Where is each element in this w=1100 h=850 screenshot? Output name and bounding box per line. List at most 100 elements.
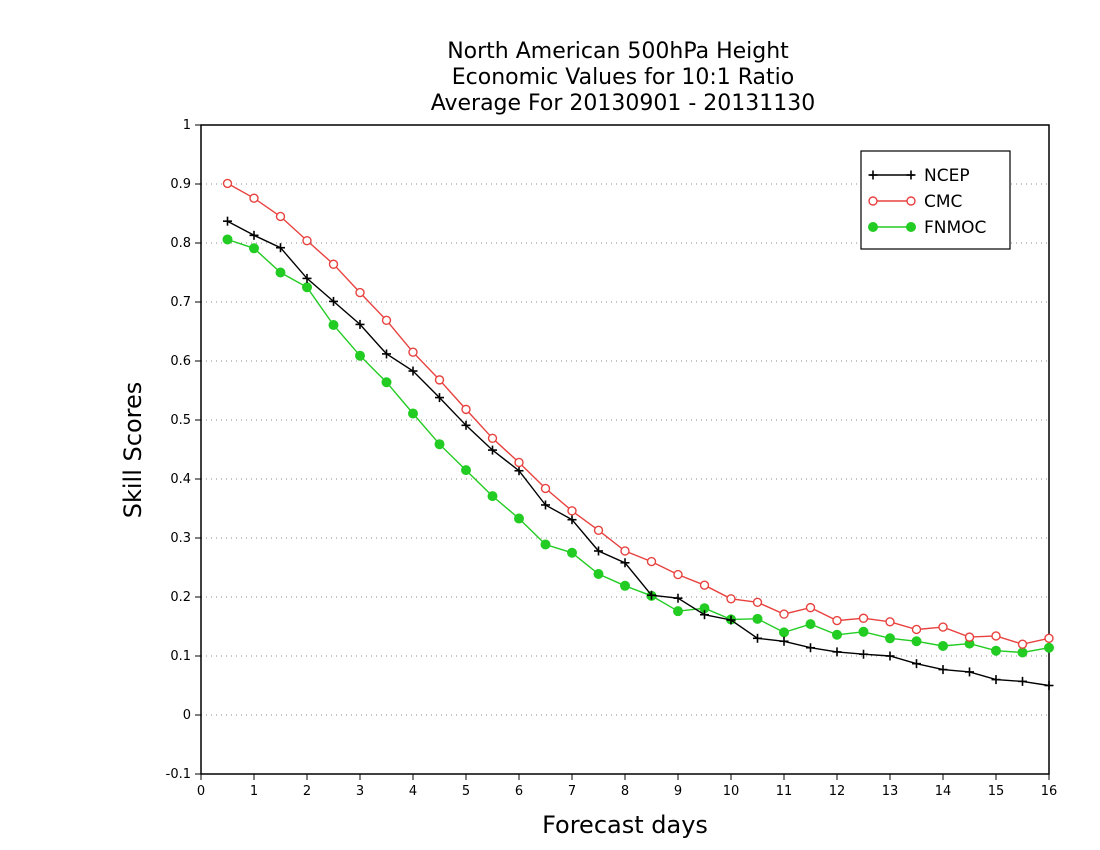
data-point-cmc xyxy=(487,433,498,443)
data-point-ncep xyxy=(276,243,285,253)
series-fnmoc xyxy=(222,234,1054,658)
data-point-fnmoc xyxy=(514,513,524,524)
data-point-ncep xyxy=(329,296,338,306)
data-point-ncep xyxy=(965,667,974,677)
x-tick-label: 14 xyxy=(935,784,952,799)
data-point-cmc xyxy=(434,375,445,385)
data-point-cmc xyxy=(302,235,312,246)
data-point-cmc xyxy=(328,259,339,269)
data-point-ncep xyxy=(223,216,232,226)
y-tick-label: 1 xyxy=(183,118,191,133)
data-point-cmc xyxy=(461,404,471,415)
legend-marker xyxy=(868,170,878,180)
data-point-fnmoc xyxy=(328,320,339,331)
y-tick-label: 0.2 xyxy=(170,590,191,605)
series-cmc xyxy=(222,178,1054,649)
data-point-cmc xyxy=(540,483,551,494)
data-point-ncep xyxy=(938,665,948,675)
data-point-fnmoc xyxy=(1044,642,1054,653)
data-point-ncep xyxy=(832,647,842,657)
y-tick-label: 0.7 xyxy=(170,295,191,310)
data-point-cmc xyxy=(726,594,736,604)
y-tick-label: 0.8 xyxy=(170,236,191,251)
data-point-fnmoc xyxy=(461,465,471,476)
data-point-fnmoc xyxy=(885,633,895,644)
data-point-ncep xyxy=(249,230,259,240)
data-point-cmc xyxy=(673,569,683,580)
data-point-ncep xyxy=(806,643,815,653)
data-point-cmc xyxy=(1017,639,1028,649)
data-point-fnmoc xyxy=(911,636,922,647)
data-point-fnmoc xyxy=(222,234,233,245)
grid xyxy=(201,183,1049,716)
x-tick-label: 9 xyxy=(674,784,682,799)
data-point-ncep xyxy=(885,651,895,661)
data-point-ncep xyxy=(991,675,1001,685)
series-lines xyxy=(222,178,1054,690)
data-point-ncep xyxy=(461,420,471,430)
x-tick-label: 11 xyxy=(776,784,793,799)
data-point-ncep xyxy=(1018,676,1027,686)
title-line-3: Average For 20130901 - 20131130 xyxy=(431,91,816,116)
legend-marker xyxy=(906,196,916,206)
data-point-fnmoc xyxy=(991,645,1001,656)
legend-marker xyxy=(868,196,878,206)
data-point-cmc xyxy=(699,580,710,590)
data-point-fnmoc xyxy=(938,640,948,651)
y-tick-label: 0.1 xyxy=(170,649,191,664)
data-point-cmc xyxy=(938,622,948,632)
x-axis-title: Forecast days xyxy=(542,811,708,839)
data-point-fnmoc xyxy=(832,629,842,640)
data-point-cmc xyxy=(858,613,869,623)
series-line-cmc xyxy=(227,182,1050,645)
data-point-ncep xyxy=(753,633,762,643)
data-point-cmc xyxy=(779,609,789,619)
data-point-fnmoc xyxy=(752,613,763,624)
legend-label: CMC xyxy=(924,192,962,212)
x-tick-label: 3 xyxy=(356,784,364,799)
legend-marker xyxy=(868,222,878,232)
data-point-fnmoc xyxy=(858,626,869,637)
axis-ticks: -0.100.10.20.30.40.50.60.70.80.910 1 2 3 4 5 6… xyxy=(166,118,1058,799)
data-point-cmc xyxy=(514,457,524,468)
x-tick-label: 13 xyxy=(882,784,899,799)
x-tick-label: 7 xyxy=(568,784,576,799)
x-tick-label: 0 xyxy=(197,784,205,799)
legend: NCEP CMC FNMOC xyxy=(860,150,1011,250)
x-tick-label: 12 xyxy=(829,784,846,799)
data-point-cmc xyxy=(222,178,233,189)
data-point-ncep xyxy=(700,610,709,620)
data-point-fnmoc xyxy=(1017,647,1028,658)
data-point-cmc xyxy=(805,602,816,613)
data-point-cmc xyxy=(567,506,577,516)
legend-label: FNMOC xyxy=(924,218,986,238)
data-point-ncep xyxy=(859,649,868,659)
data-point-ncep xyxy=(620,558,630,568)
x-tick-label: 4 xyxy=(409,784,417,799)
series-ncep xyxy=(223,216,1054,690)
data-point-cmc xyxy=(991,631,1001,641)
data-point-fnmoc xyxy=(249,243,259,254)
data-point-fnmoc xyxy=(779,627,789,638)
legend-marker xyxy=(906,222,916,232)
x-tick-label: 1 xyxy=(250,784,258,799)
data-point-ncep xyxy=(726,615,736,625)
data-point-fnmoc xyxy=(275,267,286,278)
legend-item-cmc: CMC xyxy=(868,192,962,212)
y-tick-label: 0.6 xyxy=(170,354,191,369)
data-point-fnmoc xyxy=(593,568,604,579)
y-axis-title: Skill Scores xyxy=(119,382,147,519)
data-point-cmc xyxy=(964,632,975,642)
x-tick-label: 6 xyxy=(515,784,523,799)
data-point-cmc xyxy=(381,315,392,325)
series-line-ncep xyxy=(227,220,1050,687)
legend-item-fnmoc: FNMOC xyxy=(868,218,986,238)
data-point-fnmoc xyxy=(540,539,551,550)
series-line-fnmoc xyxy=(227,238,1050,654)
data-point-cmc xyxy=(275,211,286,222)
data-point-ncep xyxy=(435,393,444,403)
data-point-ncep xyxy=(355,319,365,329)
data-point-ncep xyxy=(488,445,497,455)
data-point-fnmoc xyxy=(355,350,365,361)
